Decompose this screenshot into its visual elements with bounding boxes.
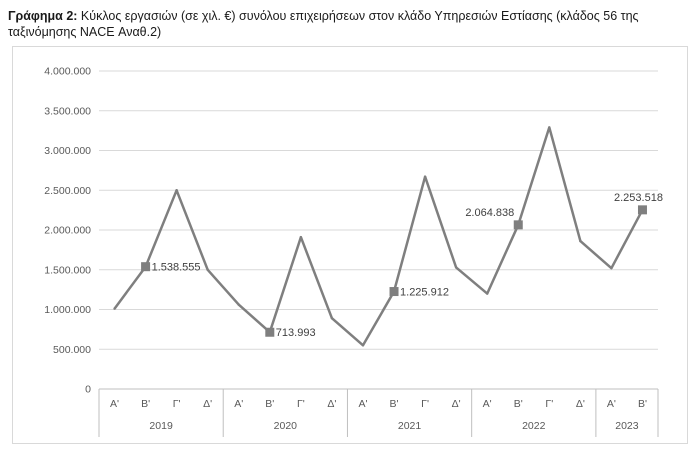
data-point	[237, 303, 240, 306]
data-point	[579, 239, 582, 243]
x-tick-label: Β'	[638, 398, 647, 410]
y-tick-label: 2.500.000	[44, 185, 91, 197]
data-label: 1.225.912	[400, 287, 449, 299]
x-tick-label: Β'	[514, 398, 523, 410]
group-label: 2023	[615, 420, 639, 432]
data-point	[361, 344, 365, 347]
y-tick-label: 3.500.000	[44, 105, 91, 117]
y-tick-label: 2.000.000	[44, 225, 91, 237]
point-marker	[265, 327, 275, 337]
data-label: 2.064.838	[465, 207, 514, 219]
data-point	[485, 292, 489, 295]
y-tick-label: 500.000	[53, 344, 91, 356]
x-tick-label: Α'	[234, 398, 243, 410]
data-label: 713.993	[276, 327, 316, 339]
data-point	[299, 235, 303, 239]
group-label: 2021	[398, 420, 422, 432]
x-tick-label: Β'	[265, 398, 274, 410]
data-point	[175, 189, 178, 192]
x-tick-label: Β'	[141, 398, 150, 410]
y-tick-label: 4.000.000	[44, 66, 91, 78]
x-tick-label: Β'	[390, 398, 399, 410]
x-tick-label: Δ'	[576, 398, 585, 410]
data-point	[548, 126, 551, 129]
point-marker	[141, 262, 151, 272]
chart-title-text: Κύκλος εργασιών (σε χιλ. €) συνόλου επιχ…	[8, 9, 639, 39]
series-line	[113, 126, 644, 347]
point-marker	[637, 205, 647, 215]
x-tick-label: Α'	[607, 398, 616, 410]
data-point	[206, 268, 209, 271]
x-tick-label: Γ'	[173, 398, 181, 410]
x-tick-label: Γ'	[297, 398, 305, 410]
x-tick-label: Δ'	[452, 398, 461, 410]
point-marker	[513, 220, 523, 230]
data-point	[423, 175, 427, 178]
x-tick-label: Γ'	[545, 398, 553, 410]
group-label: 2020	[274, 420, 298, 432]
data-label: 1.538.555	[152, 262, 201, 274]
data-point	[330, 317, 334, 320]
data-point	[454, 266, 458, 269]
x-tick-label: Δ'	[203, 398, 212, 410]
x-tick-label: Δ'	[327, 398, 336, 410]
data-point	[113, 307, 116, 310]
group-label: 2019	[149, 420, 173, 432]
data-point	[610, 266, 613, 270]
y-tick-label: 1.500.000	[44, 264, 91, 276]
y-tick-label: 1.000.000	[44, 304, 91, 316]
chart-frame	[12, 46, 688, 444]
x-tick-label: Α'	[110, 398, 119, 410]
group-label: 2022	[522, 420, 546, 432]
y-tick-label: 3.000.000	[44, 145, 91, 157]
y-tick-label: 0	[85, 384, 91, 396]
chart-title-label: Γράφημα 2:	[8, 9, 78, 23]
x-tick-label: Α'	[358, 398, 367, 410]
data-label: 2.253.518	[614, 192, 663, 204]
point-marker	[389, 287, 399, 297]
x-tick-label: Γ'	[421, 398, 429, 410]
chart-title: Γράφημα 2: Κύκλος εργασιών (σε χιλ. €) σ…	[8, 8, 692, 40]
x-tick-label: Α'	[483, 398, 492, 410]
